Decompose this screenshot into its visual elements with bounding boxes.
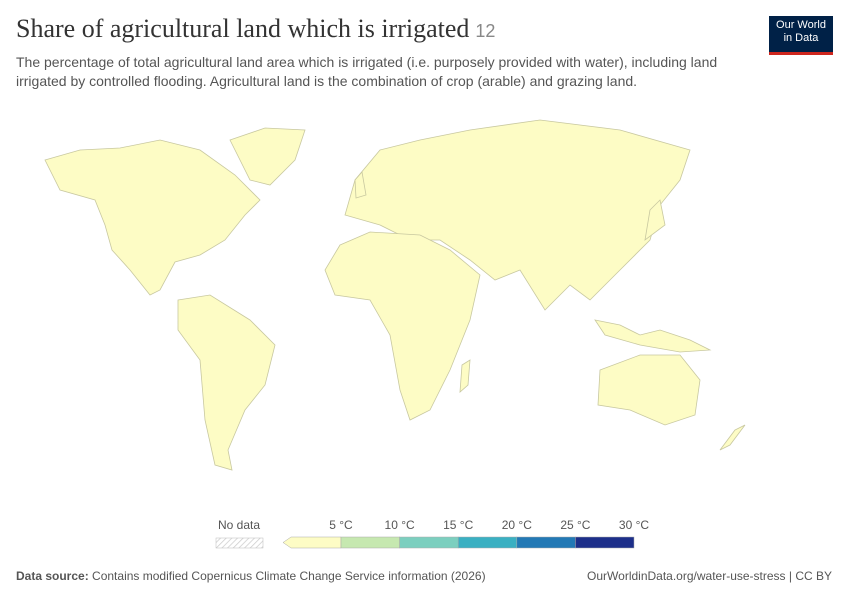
- uk[interactable]: [354, 171, 367, 199]
- source-label: Data source:: [16, 569, 89, 583]
- badge[interactable]: 12: [475, 21, 496, 41]
- japan[interactable]: [644, 199, 666, 241]
- countries: [44, 119, 746, 471]
- legend-label: 10 °C: [385, 518, 415, 532]
- eurasia[interactable]: [344, 119, 691, 311]
- legend-label: 25 °C: [560, 518, 590, 532]
- australia[interactable]: [597, 354, 701, 426]
- greenland[interactable]: [229, 127, 306, 186]
- no-data-swatch[interactable]: [215, 537, 264, 549]
- title: Share of agricultural land which is irri…: [16, 14, 470, 43]
- legend: No data 5 °C 10 °C 15 °C 20 °C 25 °C 30 °C: [215, 518, 649, 549]
- legend-label: 20 °C: [502, 518, 532, 532]
- new-zealand[interactable]: [719, 424, 746, 451]
- no-data-label: No data: [218, 518, 260, 532]
- subtitle: The percentage of total agricultural lan…: [16, 54, 718, 89]
- title-block: Share of agricultural land which is irri…: [16, 14, 495, 44]
- south-america[interactable]: [177, 294, 276, 471]
- legend-label: 15 °C: [443, 518, 473, 532]
- legend-swatch[interactable]: [399, 536, 459, 549]
- source: Contains modified Copernicus Climate Cha…: [92, 569, 486, 583]
- legend-swatch[interactable]: [575, 536, 635, 549]
- logo[interactable]: Our World in Data: [769, 16, 833, 55]
- legend-swatch[interactable]: [516, 536, 576, 549]
- north-america[interactable]: [44, 139, 261, 296]
- logo-line: in Data: [783, 32, 819, 44]
- indonesia[interactable]: [594, 319, 712, 353]
- madagascar[interactable]: [459, 359, 471, 393]
- africa[interactable]: [324, 231, 481, 421]
- legend-swatch[interactable]: [457, 536, 518, 549]
- footer-source: Data source: Contains modified Copernicu…: [16, 569, 486, 583]
- legend-label: 30 °C: [619, 518, 649, 532]
- legend-swatch[interactable]: [340, 536, 400, 549]
- legend-label: 5 °C: [329, 518, 353, 532]
- logo-line: Our World: [776, 19, 826, 31]
- footer-link[interactable]: OurWorldinData.org/water-use-stress | CC…: [587, 569, 832, 583]
- legend-arrow[interactable]: [282, 536, 342, 549]
